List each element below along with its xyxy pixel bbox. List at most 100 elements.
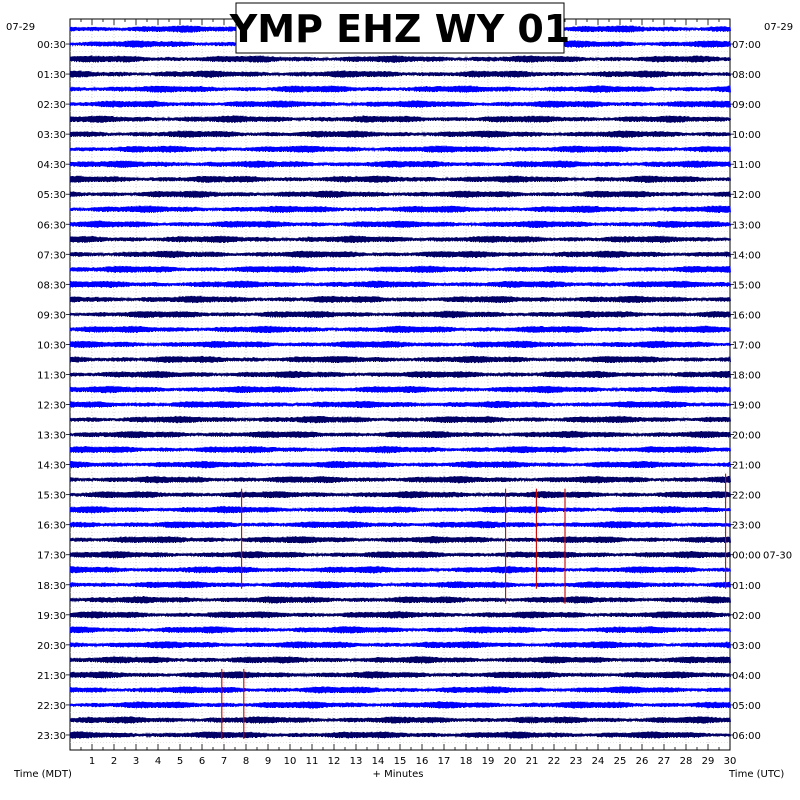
seismic-trace (69, 370, 731, 379)
chart-title: YMP EHZ WY 01 (229, 7, 571, 51)
seismic-trace (69, 596, 731, 604)
seismic-trace (69, 55, 731, 63)
seismic-trace (69, 130, 731, 138)
seismic-trace (69, 641, 731, 649)
left-tick-label: 21:30 (37, 671, 66, 682)
seismic-trace (69, 145, 731, 153)
x-tick-label: 1 (89, 756, 95, 767)
x-tick-label: 28 (680, 756, 693, 767)
left-tick-label: 05:30 (37, 190, 66, 201)
seismic-trace (69, 656, 731, 664)
right-tick-label: 10:00 (732, 130, 761, 141)
right-tick-label: 16:00 (732, 310, 761, 321)
right-tick-label: 05:00 (732, 701, 761, 712)
left-tick-label: 09:30 (37, 310, 66, 321)
left-tick-label: 19:30 (37, 611, 66, 622)
left-axis: 00:30 01:30 02:30 03:30 04:30 05:30 06:30 07:30… (37, 40, 70, 742)
right-tick-label: 19:00 (732, 401, 761, 412)
left-tick-label: 18:30 (37, 581, 66, 592)
x-tick-label: 3 (133, 756, 139, 767)
left-tick-label: 23:30 (37, 731, 66, 742)
right-tick-label: 06:00 (732, 731, 761, 742)
left-tick-label: 13:30 (37, 431, 66, 442)
right-tick-label: 04:00 (732, 671, 761, 682)
seismic-trace (69, 445, 731, 454)
x-tick-label: 26 (636, 756, 649, 767)
seismic-trace (69, 115, 731, 123)
right-tick-label: 01:00 (732, 581, 761, 592)
left-tick-label: 14:30 (37, 461, 66, 472)
seismic-trace (69, 385, 731, 394)
seismic-trace (69, 521, 731, 529)
left-date-label: 07-29 (6, 22, 35, 33)
right-tick-label: 08:00 (732, 70, 761, 81)
right-tick-label: 22:00 (732, 491, 761, 502)
right-tick-label: 09:00 (732, 100, 761, 111)
seismic-trace (69, 671, 731, 679)
seismic-trace (69, 400, 731, 409)
left-tick-label: 04:30 (37, 160, 66, 171)
right-tick-label: 21:00 (732, 461, 761, 472)
right-date-label: 07-29 (764, 22, 793, 33)
seismic-trace (69, 295, 731, 304)
seismic-trace (69, 250, 731, 258)
seismic-trace (69, 506, 731, 514)
left-tick-label: 11:30 (37, 370, 66, 381)
x-tick-label: 15 (394, 756, 407, 767)
x-tick-label: 20 (504, 756, 517, 767)
x-tick-label: 16 (416, 756, 429, 767)
x-tick-label: 29 (702, 756, 715, 767)
seismic-trace (69, 205, 731, 214)
seismic-trace (69, 220, 731, 229)
x-tick-label: 22 (548, 756, 561, 767)
x-tick-label: 27 (658, 756, 671, 767)
left-axis-title: Time (MDT) (13, 769, 72, 780)
left-tick-label: 16:30 (37, 521, 66, 532)
right-axis-title: Time (UTC) (728, 769, 784, 780)
seismic-trace (69, 85, 731, 93)
x-tick-label: 30 (724, 756, 737, 767)
x-tick-label: 5 (177, 756, 183, 767)
x-tick-label: 8 (243, 756, 249, 767)
seismic-trace (69, 340, 731, 349)
left-tick-label: 15:30 (37, 491, 66, 502)
left-tick-label: 06:30 (37, 220, 66, 231)
x-tick-label: 9 (265, 756, 271, 767)
seismic-trace (69, 265, 731, 273)
right-tick-label: 00:00 (732, 551, 761, 562)
seismic-trace (69, 310, 731, 319)
seismic-trace (69, 190, 731, 198)
seismic-trace (69, 70, 731, 78)
left-tick-label: 17:30 (37, 551, 66, 562)
seismic-trace (69, 415, 731, 424)
x-tick-label: 25 (614, 756, 627, 767)
left-tick-label: 10:30 (37, 340, 66, 351)
left-tick-label: 07:30 (37, 250, 66, 261)
right-tick-label: 17:00 (732, 340, 761, 351)
x-tick-label: 6 (199, 756, 205, 767)
seismic-trace (69, 701, 731, 709)
left-tick-label: 20:30 (37, 641, 66, 652)
seismic-trace (69, 235, 731, 244)
left-tick-label: 01:30 (37, 70, 66, 81)
x-tick-label: 10 (284, 756, 297, 767)
right-tick-label: 18:00 (732, 370, 761, 381)
x-tick-label: 12 (328, 756, 341, 767)
x-tick-label: 13 (350, 756, 363, 767)
right-tick-label: 15:00 (732, 280, 761, 291)
x-tick-label: 2 (111, 756, 117, 767)
left-tick-label: 22:30 (37, 701, 66, 712)
right-tick-label: 14:00 (732, 250, 761, 261)
right-tick-label: 07:00 (732, 40, 761, 51)
seismic-trace (69, 550, 731, 559)
left-tick-label: 03:30 (37, 130, 66, 141)
seismic-trace (69, 175, 731, 183)
right-axis: 07:00 08:00 09:00 10:00 11:00 12:00 13:00 14:00… (730, 40, 792, 742)
left-tick-label: 12:30 (37, 401, 66, 412)
seismic-trace (69, 581, 731, 589)
x-tick-label: 18 (460, 756, 473, 767)
x-tick-label: 11 (306, 756, 319, 767)
right-tick-label: 20:00 (732, 431, 761, 442)
right-tick-label: 13:00 (732, 220, 761, 231)
